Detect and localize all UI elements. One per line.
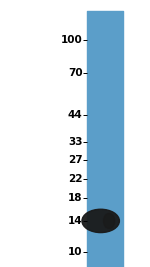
Ellipse shape (82, 209, 119, 233)
Text: 33: 33 (68, 137, 82, 147)
Text: 70: 70 (68, 68, 82, 78)
Text: 22: 22 (68, 174, 82, 184)
Ellipse shape (103, 213, 115, 229)
Text: 18: 18 (68, 193, 82, 203)
Text: 10: 10 (68, 247, 82, 257)
Text: 100: 100 (61, 35, 83, 45)
Text: 44: 44 (68, 110, 82, 120)
Text: kDa: kDa (57, 0, 82, 2)
Text: 14: 14 (68, 216, 82, 226)
Text: 27: 27 (68, 155, 82, 165)
